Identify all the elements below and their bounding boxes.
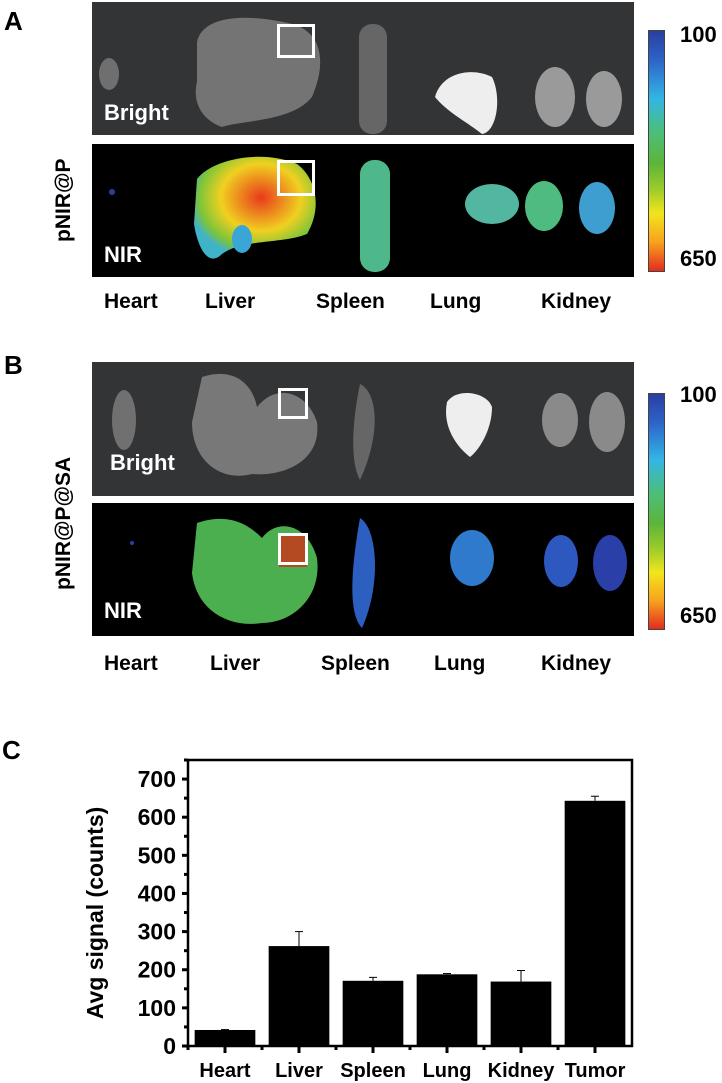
colorbar-b-min-label: 650 — [680, 603, 717, 628]
panel-b-letter: B — [4, 350, 23, 380]
organ-label-heart-b: Heart — [104, 652, 158, 675]
x-tick-label-spleen: Spleen — [340, 1060, 406, 1082]
bar-heart — [194, 1029, 256, 1046]
x-tick-label-tumor: Tumor — [565, 1060, 626, 1082]
organ-label-liver-b: Liver — [210, 652, 261, 675]
panel-a-letter: A — [4, 6, 23, 36]
organ-shapes-bright-b — [112, 373, 625, 480]
y-tick-label: 700 — [138, 766, 176, 792]
x-tick-label-heart: Heart — [199, 1060, 250, 1082]
roi-box-bright-a — [277, 24, 315, 58]
organ-shapes-bright-a — [99, 17, 622, 134]
x-tick-label-kidney: Kidney — [488, 1060, 556, 1082]
x-tick-label-lung: Lung — [423, 1060, 472, 1082]
y-tick-label: 0 — [163, 1033, 176, 1059]
colorbar-b — [648, 393, 665, 630]
y-tick-label: 200 — [138, 957, 176, 983]
bar-tumor — [564, 800, 626, 1046]
bar-lung — [416, 974, 478, 1046]
nir-label-a: NIR — [104, 242, 142, 267]
bright-label-b: Bright — [110, 450, 175, 475]
y-tick-label: 600 — [138, 804, 176, 830]
y-axis-label: Avg signal (counts) — [82, 807, 108, 1020]
panel-b-bright-image: Bright — [92, 362, 634, 496]
colorbar-b-max-label: 100 — [680, 382, 717, 407]
bar-liver — [268, 946, 330, 1046]
roi-box-bright-b — [278, 388, 308, 419]
roi-box-nir-a — [277, 160, 315, 196]
organ-shapes-nir-b — [130, 518, 627, 628]
bar-chart: 0 100 200 300 400 500 600 700 Avg signal (counts… — [82, 758, 634, 1082]
y-tick-label: 300 — [138, 919, 176, 945]
colorbar-a-min-label: 650 — [680, 246, 717, 271]
roi-box-nir-b — [278, 533, 308, 565]
panel-a-bright-image: Bright — [92, 2, 634, 135]
panel-c-letter: C — [2, 735, 21, 765]
y-tick-label: 500 — [138, 842, 176, 868]
bar-kidney — [490, 981, 552, 1046]
organ-label-spleen-b: Spleen — [321, 652, 390, 675]
organ-label-kidney-b: Kidney — [541, 652, 612, 675]
organ-shapes-nir-a — [109, 156, 615, 272]
organ-label-liver-a: Liver — [205, 290, 256, 313]
panel-a-nir-image: NIR — [92, 144, 634, 277]
organ-label-lung-a: Lung — [430, 290, 482, 313]
organ-label-kidney-a: Kidney — [541, 290, 612, 313]
bright-label-a: Bright — [104, 100, 169, 125]
y-tick-label: 100 — [138, 995, 176, 1021]
colorbar-a — [648, 30, 665, 272]
organ-label-lung-b: Lung — [434, 652, 486, 675]
y-tick-label: 400 — [138, 880, 176, 906]
bar-spleen — [342, 980, 404, 1046]
panel-b-nir-image: NIR — [92, 503, 634, 636]
panel-a-row-label: pNIR@P — [52, 158, 75, 242]
panel-b-row-label: pNIR@P@SA — [52, 456, 75, 590]
organ-label-heart-a: Heart — [104, 290, 158, 313]
x-tick-label-liver: Liver — [275, 1060, 323, 1082]
organ-label-spleen-a: Spleen — [316, 290, 385, 313]
colorbar-a-max-label: 100 — [680, 22, 717, 47]
nir-label-b: NIR — [104, 598, 142, 623]
